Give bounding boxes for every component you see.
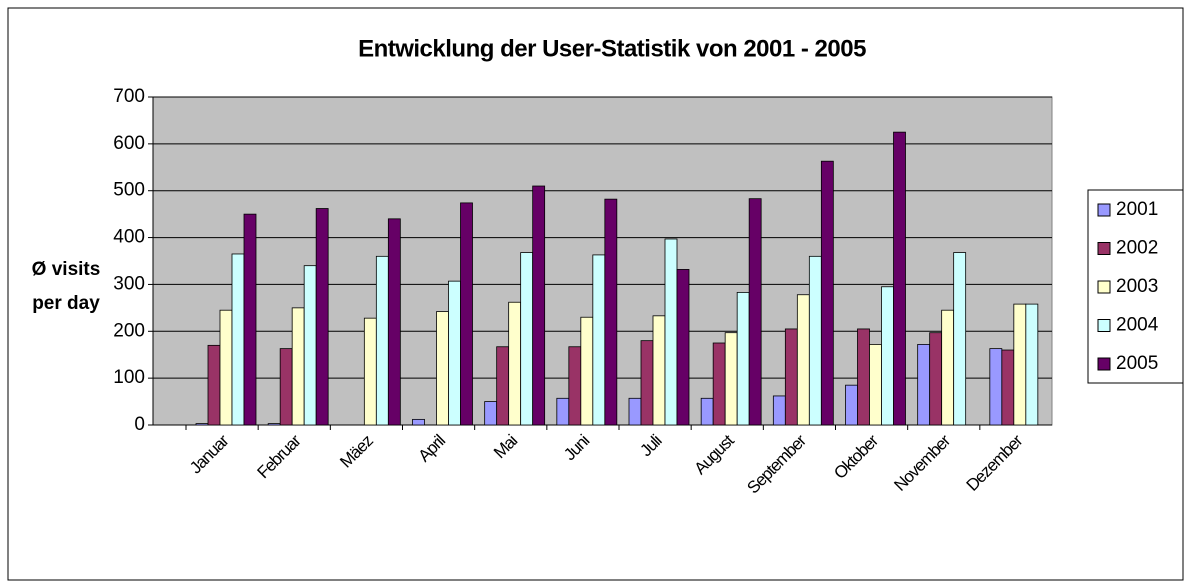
bar [508, 301, 522, 426]
bar [279, 348, 293, 426]
bar [881, 286, 894, 426]
chart-title: Entwicklung der User-Statistik von 2001 … [358, 35, 866, 62]
legend-swatch [1097, 280, 1111, 294]
bar [568, 346, 582, 426]
bar [604, 198, 618, 426]
bar [869, 344, 882, 426]
bar [207, 344, 221, 426]
bar [460, 202, 473, 426]
bar [195, 423, 209, 426]
y-tick-label: 600 [113, 133, 145, 154]
bar [712, 342, 726, 426]
legend-label: 2005 [1116, 353, 1158, 374]
y-tick-label: 300 [113, 273, 145, 294]
bar [700, 397, 714, 426]
y-tick-label: 400 [113, 227, 145, 248]
y-tick-label: 500 [113, 180, 145, 201]
bar [893, 131, 906, 426]
bar [496, 346, 510, 426]
y-axis-label: per day [32, 293, 100, 314]
bar [748, 198, 762, 426]
bar [953, 252, 967, 426]
bar [917, 344, 931, 426]
bar [724, 332, 738, 426]
bar [1025, 303, 1039, 426]
bar [676, 269, 690, 426]
bar [845, 384, 858, 426]
bar [520, 252, 534, 426]
bar [243, 213, 257, 426]
bar [941, 309, 955, 426]
bar [808, 255, 822, 426]
bar [772, 395, 786, 426]
bar [820, 160, 834, 426]
legend-label: 2001 [1116, 199, 1158, 220]
y-tick-label: 700 [113, 86, 145, 107]
bar [375, 255, 389, 426]
bar [436, 311, 449, 426]
bar [267, 423, 281, 426]
y-tick-label: 200 [113, 320, 145, 341]
bar [1001, 349, 1015, 426]
bar [784, 328, 798, 426]
bar [652, 315, 666, 426]
bar [291, 307, 305, 426]
y-tick-label: 0 [134, 414, 145, 435]
bar [736, 291, 750, 426]
legend-label: 2003 [1116, 276, 1158, 297]
bar [231, 253, 245, 426]
bar [484, 401, 498, 426]
bar [929, 332, 943, 426]
bar [303, 265, 317, 426]
bar [628, 397, 642, 426]
bar [412, 418, 425, 426]
bar [448, 280, 461, 426]
bar [315, 208, 329, 426]
bar [664, 238, 678, 426]
y-tick-label: 100 [113, 367, 145, 388]
legend-label: 2002 [1116, 238, 1158, 259]
bar [1013, 303, 1027, 426]
bar [556, 397, 570, 426]
legend-swatch [1097, 357, 1111, 371]
y-axis-label: Ø visits [32, 259, 101, 280]
legend-swatch [1097, 242, 1111, 255]
legend-label: 2004 [1116, 315, 1159, 336]
bar [857, 328, 870, 426]
bar [363, 317, 377, 426]
bar [532, 185, 546, 426]
bar [796, 294, 810, 426]
bar [592, 254, 606, 426]
bar [219, 309, 233, 426]
bar [989, 348, 1003, 426]
bar [387, 218, 401, 426]
legend-swatch [1097, 319, 1111, 332]
legend-swatch [1097, 203, 1111, 217]
bar [580, 316, 594, 426]
bar [640, 340, 654, 426]
